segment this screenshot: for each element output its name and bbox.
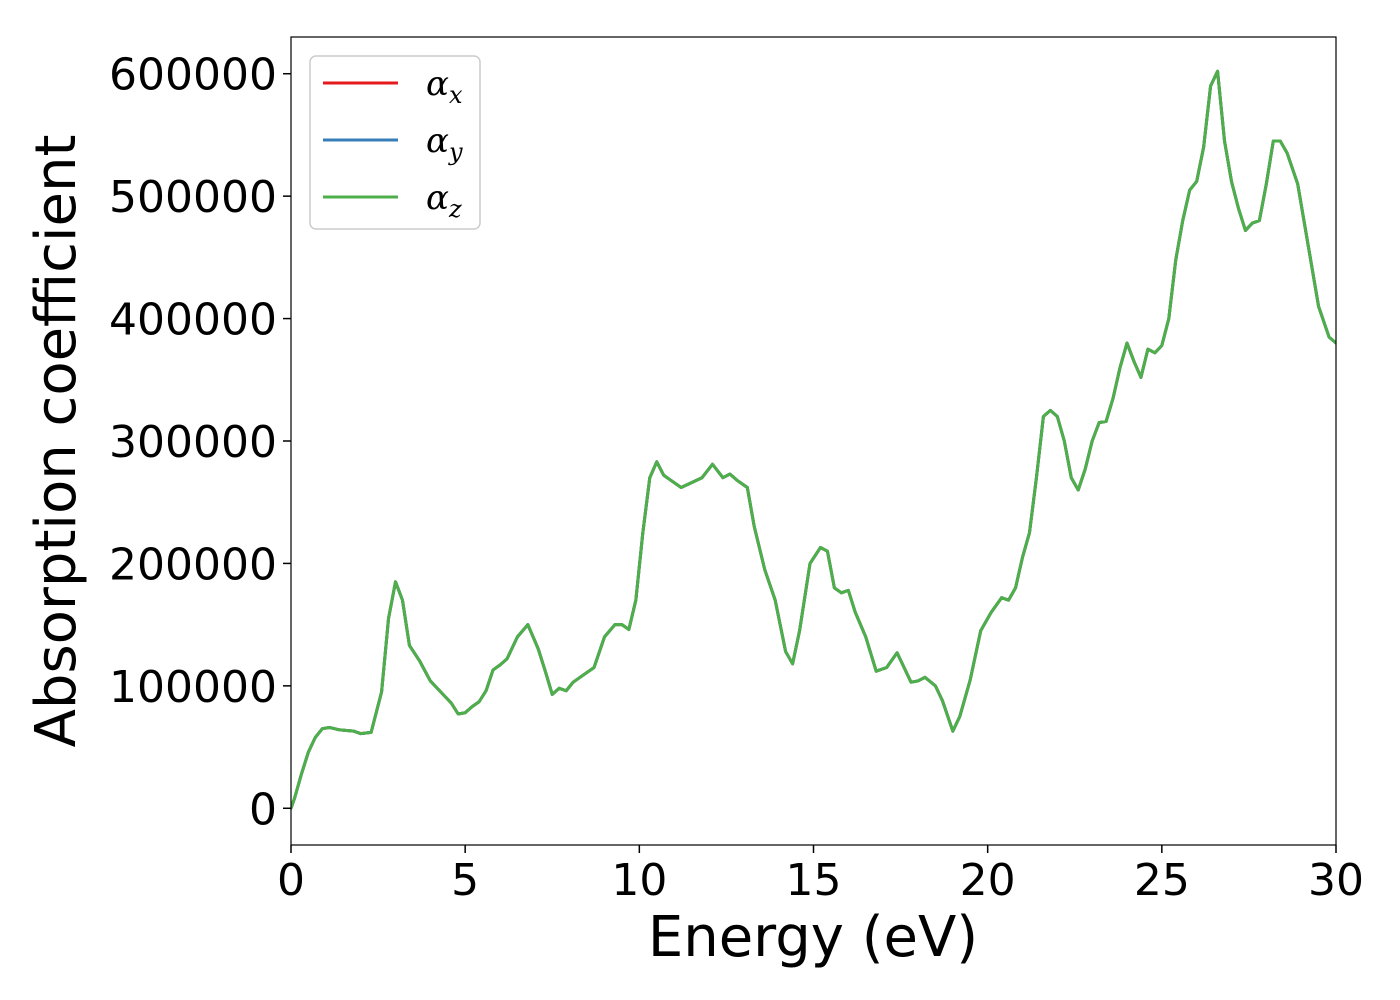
- series-layer: [291, 69, 1336, 810]
- legend: αx αy αz: [309, 55, 481, 230]
- series-line-alpha-z: [291, 69, 1336, 810]
- legend-label-alpha-z: αz: [426, 178, 462, 223]
- legend-box: [309, 55, 481, 230]
- x-tick-label: 5: [451, 855, 479, 906]
- y-tick-label: 400000: [109, 295, 277, 346]
- x-axis: 0 5 10 15 20 25 30: [277, 845, 1364, 906]
- x-tick-label: 10: [611, 855, 667, 906]
- x-axis-title: Energy (eV): [648, 905, 978, 970]
- y-axis: 0 100000 200000 300000 400000 500000 600000: [109, 50, 291, 835]
- y-tick-label: 300000: [109, 417, 277, 468]
- y-tick-label: 600000: [109, 50, 277, 101]
- legend-label-alpha-y: αy: [426, 121, 463, 166]
- y-tick-label: 500000: [109, 172, 277, 223]
- x-tick-label: 30: [1308, 855, 1364, 906]
- y-axis-title: Absorption coefficient: [24, 135, 89, 748]
- x-tick-label: 15: [786, 855, 842, 906]
- y-tick-label: 0: [249, 784, 277, 835]
- x-tick-label: 20: [960, 855, 1016, 906]
- legend-label-alpha-x: αx: [426, 64, 463, 109]
- x-tick-label: 0: [277, 855, 305, 906]
- y-tick-label: 100000: [109, 662, 277, 713]
- x-tick-label: 25: [1134, 855, 1190, 906]
- y-tick-label: 200000: [109, 539, 277, 590]
